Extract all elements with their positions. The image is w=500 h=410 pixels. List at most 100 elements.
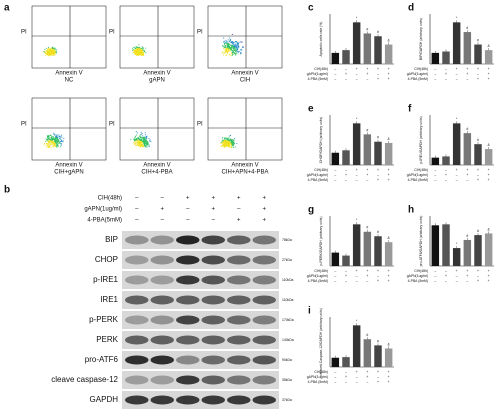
event-dot xyxy=(140,135,142,137)
event-dot xyxy=(139,142,141,144)
event-dot xyxy=(234,146,237,148)
bar xyxy=(374,36,382,64)
blot-strip xyxy=(122,371,279,389)
blot-band xyxy=(227,315,251,325)
treatment-sign: – xyxy=(456,72,458,76)
treatment-sign: – xyxy=(456,173,458,177)
event-dot xyxy=(222,51,224,53)
event-dot xyxy=(144,146,146,148)
plot-frame xyxy=(119,97,195,161)
event-dot xyxy=(222,142,224,144)
blot-band xyxy=(252,275,276,285)
treatment-sign: + xyxy=(445,274,447,278)
event-dot xyxy=(234,53,237,55)
treatment-sign: – xyxy=(466,178,468,182)
treatment-sign: – xyxy=(334,279,336,283)
bar xyxy=(463,239,472,266)
bar xyxy=(384,142,393,165)
event-dot xyxy=(48,137,50,140)
event-dot xyxy=(50,144,52,146)
event-dot xyxy=(240,51,242,54)
event-dot xyxy=(224,52,226,54)
treatment-label: 4-PBA (5mM) xyxy=(408,77,428,81)
event-dot xyxy=(48,144,50,146)
event-dot xyxy=(54,51,56,53)
significance-mark: # xyxy=(377,136,379,140)
event-dot xyxy=(60,140,62,142)
treatment-sign: + xyxy=(377,67,379,71)
band-label: p-PERK xyxy=(89,315,119,324)
treatment-label: 4-PBA (5mM) xyxy=(308,77,328,81)
event-dot xyxy=(61,134,63,136)
treatment-label: 4-PBA(5mM) xyxy=(87,218,122,224)
event-dot xyxy=(232,139,234,141)
event-dot xyxy=(47,51,49,54)
event-dot xyxy=(142,135,144,137)
event-dot xyxy=(47,51,49,53)
significance-mark: # xyxy=(366,27,368,31)
event-dot xyxy=(229,49,231,51)
blot-band xyxy=(125,355,149,365)
x-axis-label: Annexin V xyxy=(55,71,82,77)
bar xyxy=(331,52,340,64)
event-dot xyxy=(138,44,140,46)
event-dot xyxy=(240,41,242,43)
treatment-sign: – xyxy=(377,72,379,76)
treatment-sign: + xyxy=(366,370,368,374)
event-dot xyxy=(138,49,140,51)
significance-mark: * xyxy=(356,319,358,323)
event-dot xyxy=(227,47,229,49)
treatment-sign: + xyxy=(345,72,347,76)
treatment-label: 4-PBA (5mM) xyxy=(308,178,328,182)
event-dot xyxy=(220,145,222,147)
treatment-sign: – xyxy=(366,77,368,81)
blot-band xyxy=(201,395,225,405)
event-dot xyxy=(241,46,244,48)
event-dot xyxy=(135,143,137,145)
treatment-sign: – xyxy=(135,207,139,213)
event-dot xyxy=(232,42,234,44)
event-dot xyxy=(144,139,146,141)
event-dot xyxy=(226,145,228,147)
treatment-sign: – xyxy=(366,279,368,283)
event-dot xyxy=(57,140,60,142)
event-dot xyxy=(45,54,47,56)
event-dot xyxy=(131,47,134,49)
event-dot xyxy=(51,137,53,139)
event-dot xyxy=(46,143,48,145)
treatment-label: 4-PBA (5mM) xyxy=(308,279,328,283)
treatment-sign: + xyxy=(388,380,390,384)
y-axis-label: PI xyxy=(197,122,203,128)
event-dot xyxy=(137,140,139,142)
event-dot xyxy=(226,48,229,50)
event-dot xyxy=(52,136,55,138)
event-dot xyxy=(133,52,135,54)
event-dot xyxy=(228,140,230,143)
treatment-sign: – xyxy=(345,279,347,283)
event-dot xyxy=(236,52,238,54)
event-dot xyxy=(229,47,231,49)
event-dot xyxy=(49,135,51,137)
event-dot xyxy=(54,145,56,147)
bar xyxy=(431,157,440,165)
event-dot xyxy=(225,40,227,42)
event-dot xyxy=(235,49,237,51)
event-dot xyxy=(143,50,145,52)
event-dot xyxy=(228,137,230,139)
treatment-sign: – xyxy=(434,178,436,182)
treatment-sign: – xyxy=(466,77,468,81)
treatment-sign: + xyxy=(356,67,358,71)
band-label: GAPDH xyxy=(90,395,119,404)
event-dot xyxy=(228,139,231,142)
event-dot xyxy=(228,144,230,146)
treatment-sign: – xyxy=(356,274,358,278)
event-dot xyxy=(237,51,239,53)
treatment-sign: + xyxy=(186,196,190,202)
event-dot xyxy=(226,143,228,145)
treatment-sign: – xyxy=(366,178,368,182)
treatment-sign: + xyxy=(488,178,490,182)
event-dot xyxy=(230,39,232,41)
bar xyxy=(463,32,472,64)
